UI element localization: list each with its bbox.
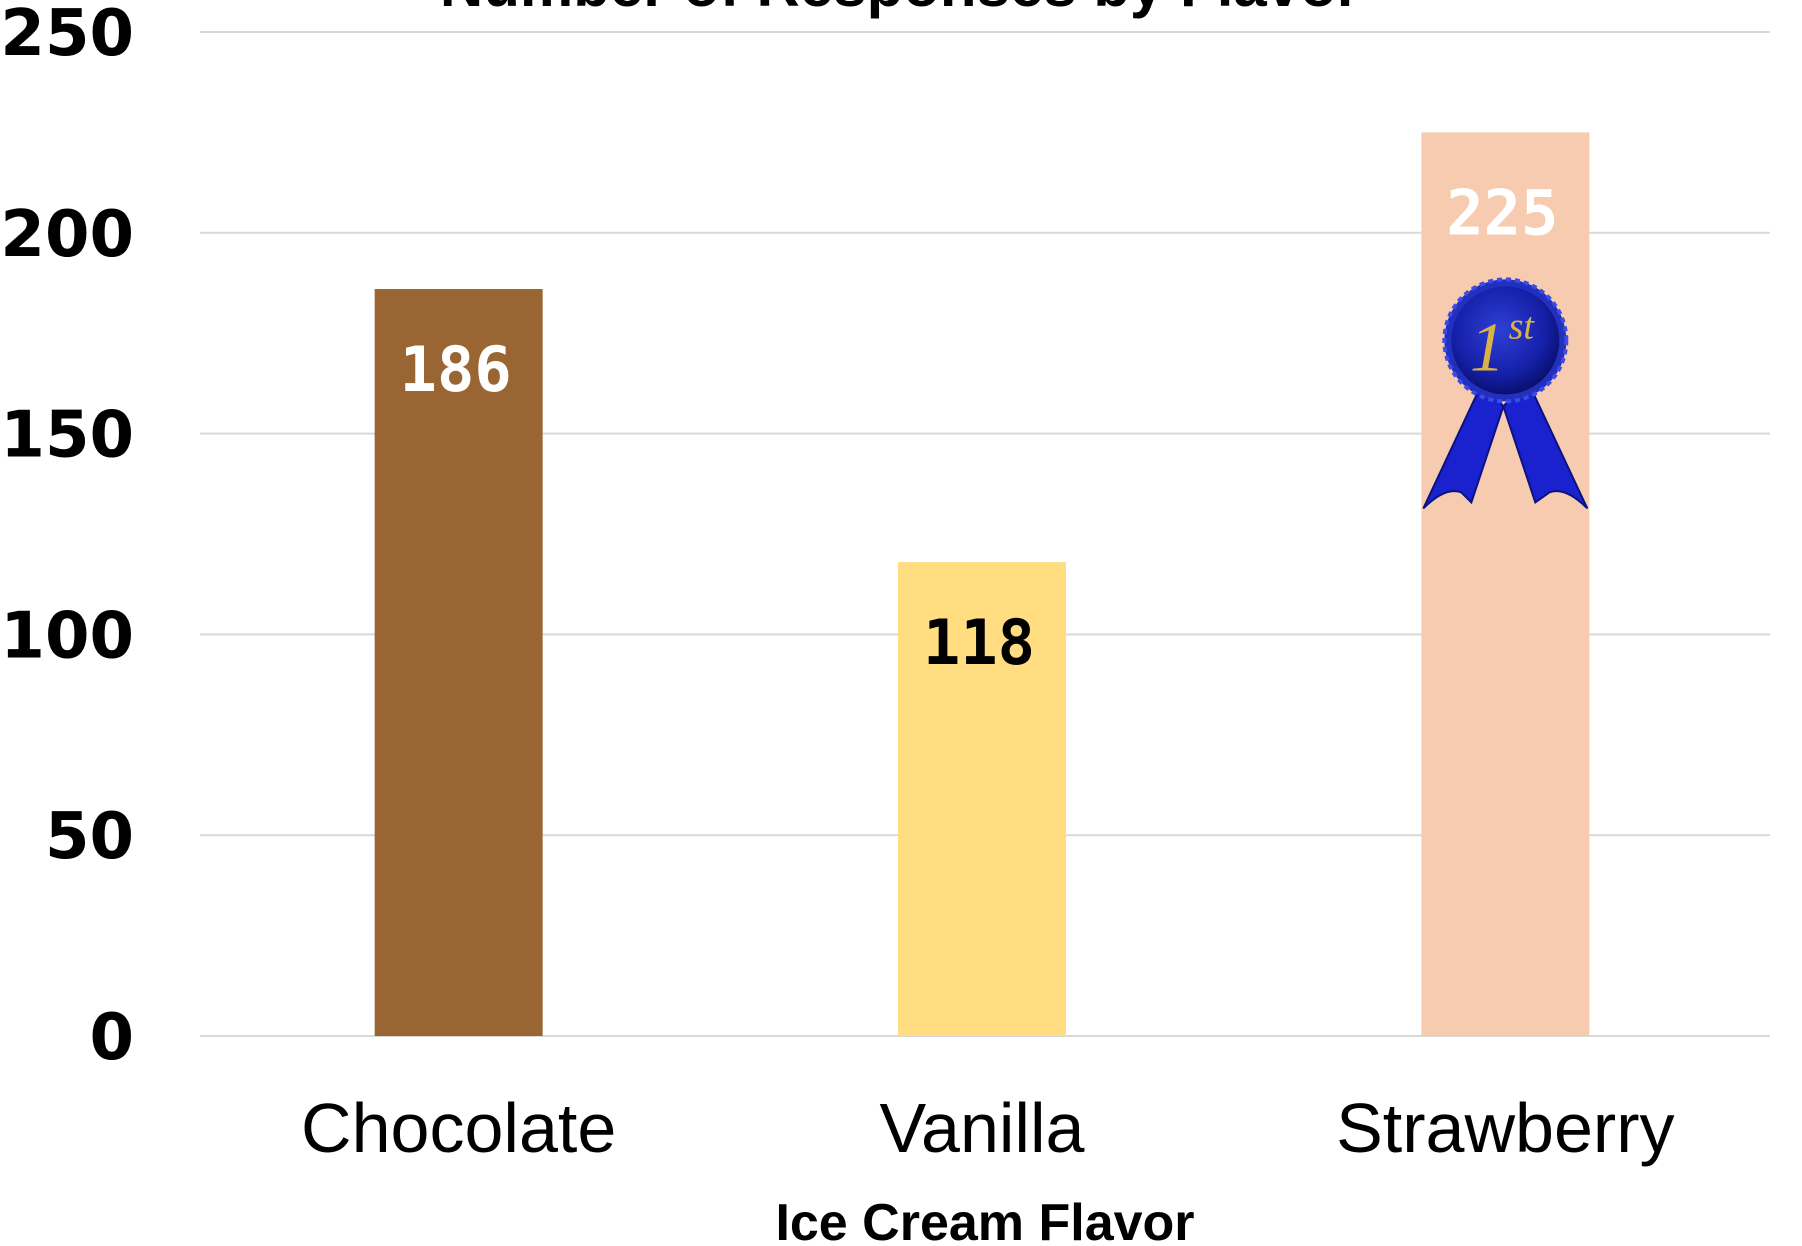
data-label: 225 [1446, 176, 1558, 249]
x-category-label: Chocolate [301, 1089, 616, 1167]
bar [1421, 132, 1590, 1036]
bars [374, 132, 1590, 1036]
y-tick-label: 50 [45, 800, 134, 874]
y-axis-ticks: 0 50 100 150 200 250 [0, 0, 134, 1075]
y-tick-label: 200 [0, 198, 134, 272]
bar [374, 289, 543, 1036]
ribbon-tail [1422, 378, 1505, 510]
y-tick-label: 0 [89, 1001, 134, 1075]
chart-title: Number of Responses by Flavor [440, 0, 1360, 19]
ribbon-superscript: st [1509, 305, 1536, 347]
data-label: 118 [923, 606, 1035, 679]
data-label: 186 [400, 333, 512, 406]
ribbon-tail [1502, 378, 1589, 510]
x-category-label: Vanilla [880, 1089, 1085, 1167]
x-axis-title: Ice Cream Flavor [775, 1194, 1194, 1246]
y-tick-label: 100 [0, 599, 134, 673]
y-tick-label: 250 [0, 0, 134, 71]
medal-face [1451, 286, 1560, 395]
ribbon-text: 1 [1470, 309, 1505, 386]
data-labels: 186 118 225 [400, 176, 1559, 679]
x-category-label: Strawberry [1336, 1089, 1674, 1167]
bar [898, 562, 1066, 1036]
x-axis-categories: Chocolate Vanilla Strawberry [301, 1089, 1674, 1167]
y-tick-label: 150 [0, 399, 134, 473]
